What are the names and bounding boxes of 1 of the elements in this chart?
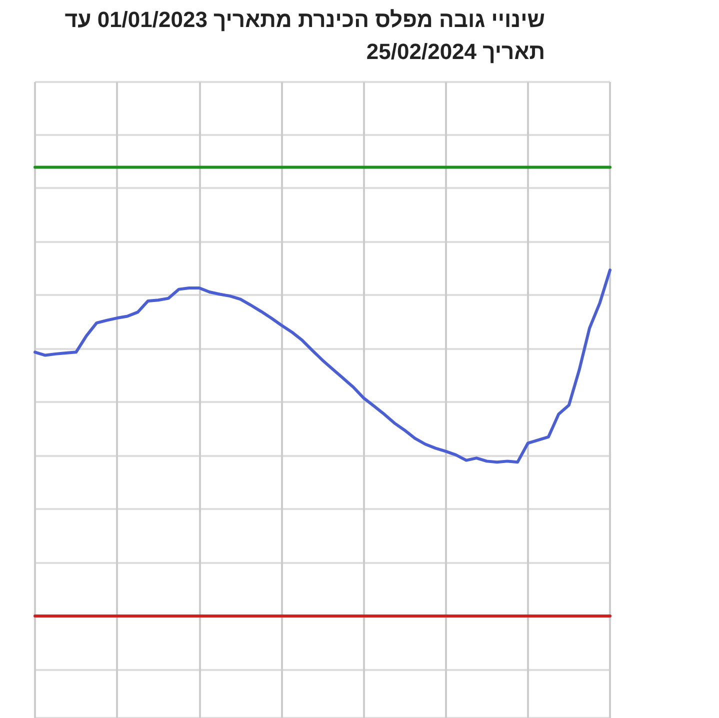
chart-title: שינויי גובה מפלס הכינרת מתאריך 01/01/2023 עד תאריך 25/02/2024 <box>64 6 545 66</box>
